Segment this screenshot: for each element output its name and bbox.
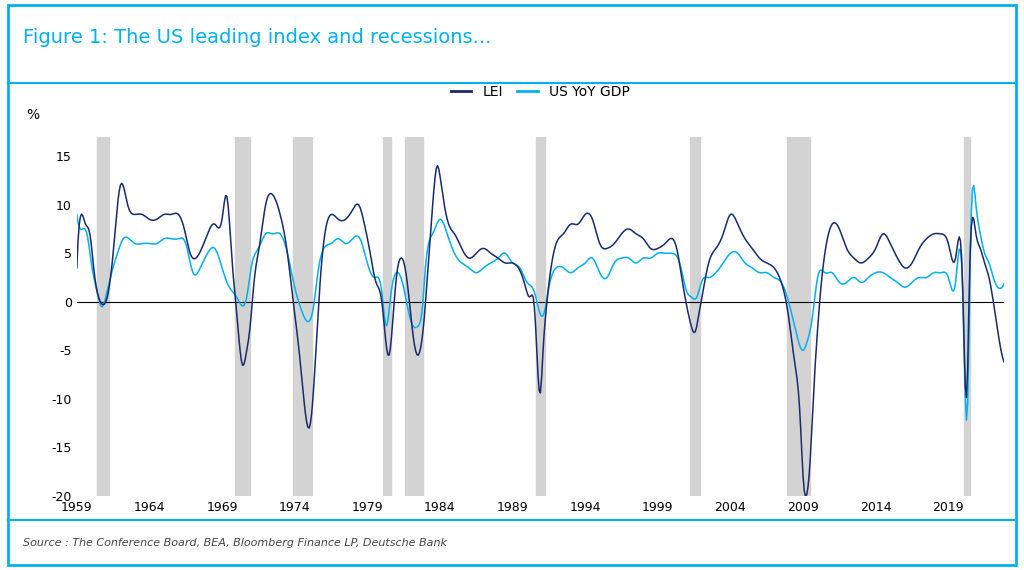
Bar xyxy=(965,137,970,496)
Bar xyxy=(97,137,109,496)
Bar xyxy=(536,137,545,496)
Text: Figure 1: The US leading index and recessions...: Figure 1: The US leading index and reces… xyxy=(23,27,490,47)
Bar xyxy=(690,137,700,496)
Bar xyxy=(293,137,312,496)
Bar xyxy=(236,137,250,496)
Text: %: % xyxy=(26,108,39,123)
Text: Source : The Conference Board, BEA, Bloomberg Finance LP, Deutsche Bank: Source : The Conference Board, BEA, Bloo… xyxy=(23,538,446,548)
Legend: LEI, US YoY GDP: LEI, US YoY GDP xyxy=(445,79,635,104)
Bar xyxy=(406,137,423,496)
Bar xyxy=(383,137,390,496)
Bar xyxy=(787,137,810,496)
